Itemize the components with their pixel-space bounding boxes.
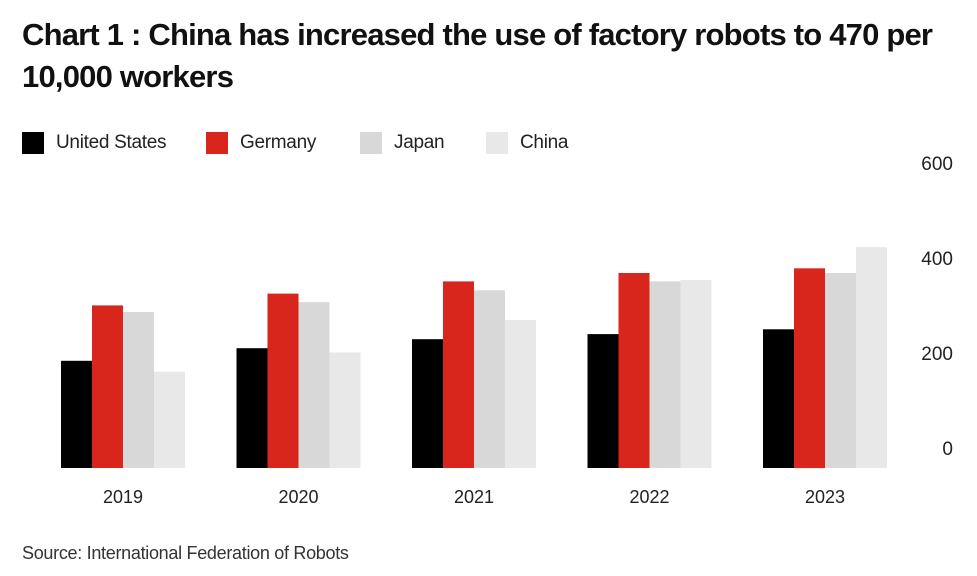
legend-label: Germany: [240, 132, 317, 153]
y-tick-label: 600: [921, 154, 953, 175]
y-tick-label: 0: [942, 439, 953, 460]
bar: [329, 352, 361, 468]
bar: [825, 273, 856, 468]
x-tick-label: 2023: [805, 487, 845, 507]
bar: [154, 371, 185, 468]
bar: [587, 334, 619, 468]
y-tick-label: 400: [921, 249, 953, 270]
bar: [92, 305, 123, 468]
chart-title: Chart 1 : China has increased the use of…: [22, 17, 933, 94]
bar: [443, 281, 474, 468]
source-note: Source: International Federation of Robo…: [22, 543, 349, 563]
bar: [298, 302, 330, 468]
bar: [680, 280, 712, 468]
bar: [856, 247, 887, 468]
legend-swatch: [206, 132, 228, 154]
bar: [267, 293, 299, 468]
x-tick-label: 2022: [629, 487, 669, 507]
chart-legend: United States Germany Japan China: [22, 131, 600, 155]
legend-swatch: [22, 132, 44, 154]
legend-swatch: [360, 132, 382, 154]
bar: [236, 348, 268, 468]
bar: [505, 320, 536, 468]
legend-label: United States: [56, 132, 167, 153]
bar: [618, 273, 650, 468]
bar: [763, 329, 794, 468]
legend-label: Japan: [394, 132, 445, 153]
bar-chart: 2019 2020 2021 2022 2023 0 200 400 600: [61, 154, 953, 507]
bar: [794, 268, 825, 469]
legend-label: China: [520, 132, 569, 153]
bar: [412, 339, 443, 468]
legend-item: United States: [22, 132, 206, 154]
legend-item: China: [486, 132, 600, 154]
bar: [474, 290, 505, 468]
bar: [61, 360, 92, 468]
x-tick-label: 2020: [278, 487, 318, 507]
legend-item: Japan: [360, 132, 486, 154]
x-tick-label: 2021: [454, 487, 494, 507]
x-tick-label: 2019: [103, 487, 143, 507]
bar: [123, 312, 154, 468]
bar: [649, 281, 681, 468]
legend-item: Germany: [206, 132, 360, 154]
legend-swatch: [486, 132, 508, 154]
y-tick-label: 200: [921, 344, 953, 365]
